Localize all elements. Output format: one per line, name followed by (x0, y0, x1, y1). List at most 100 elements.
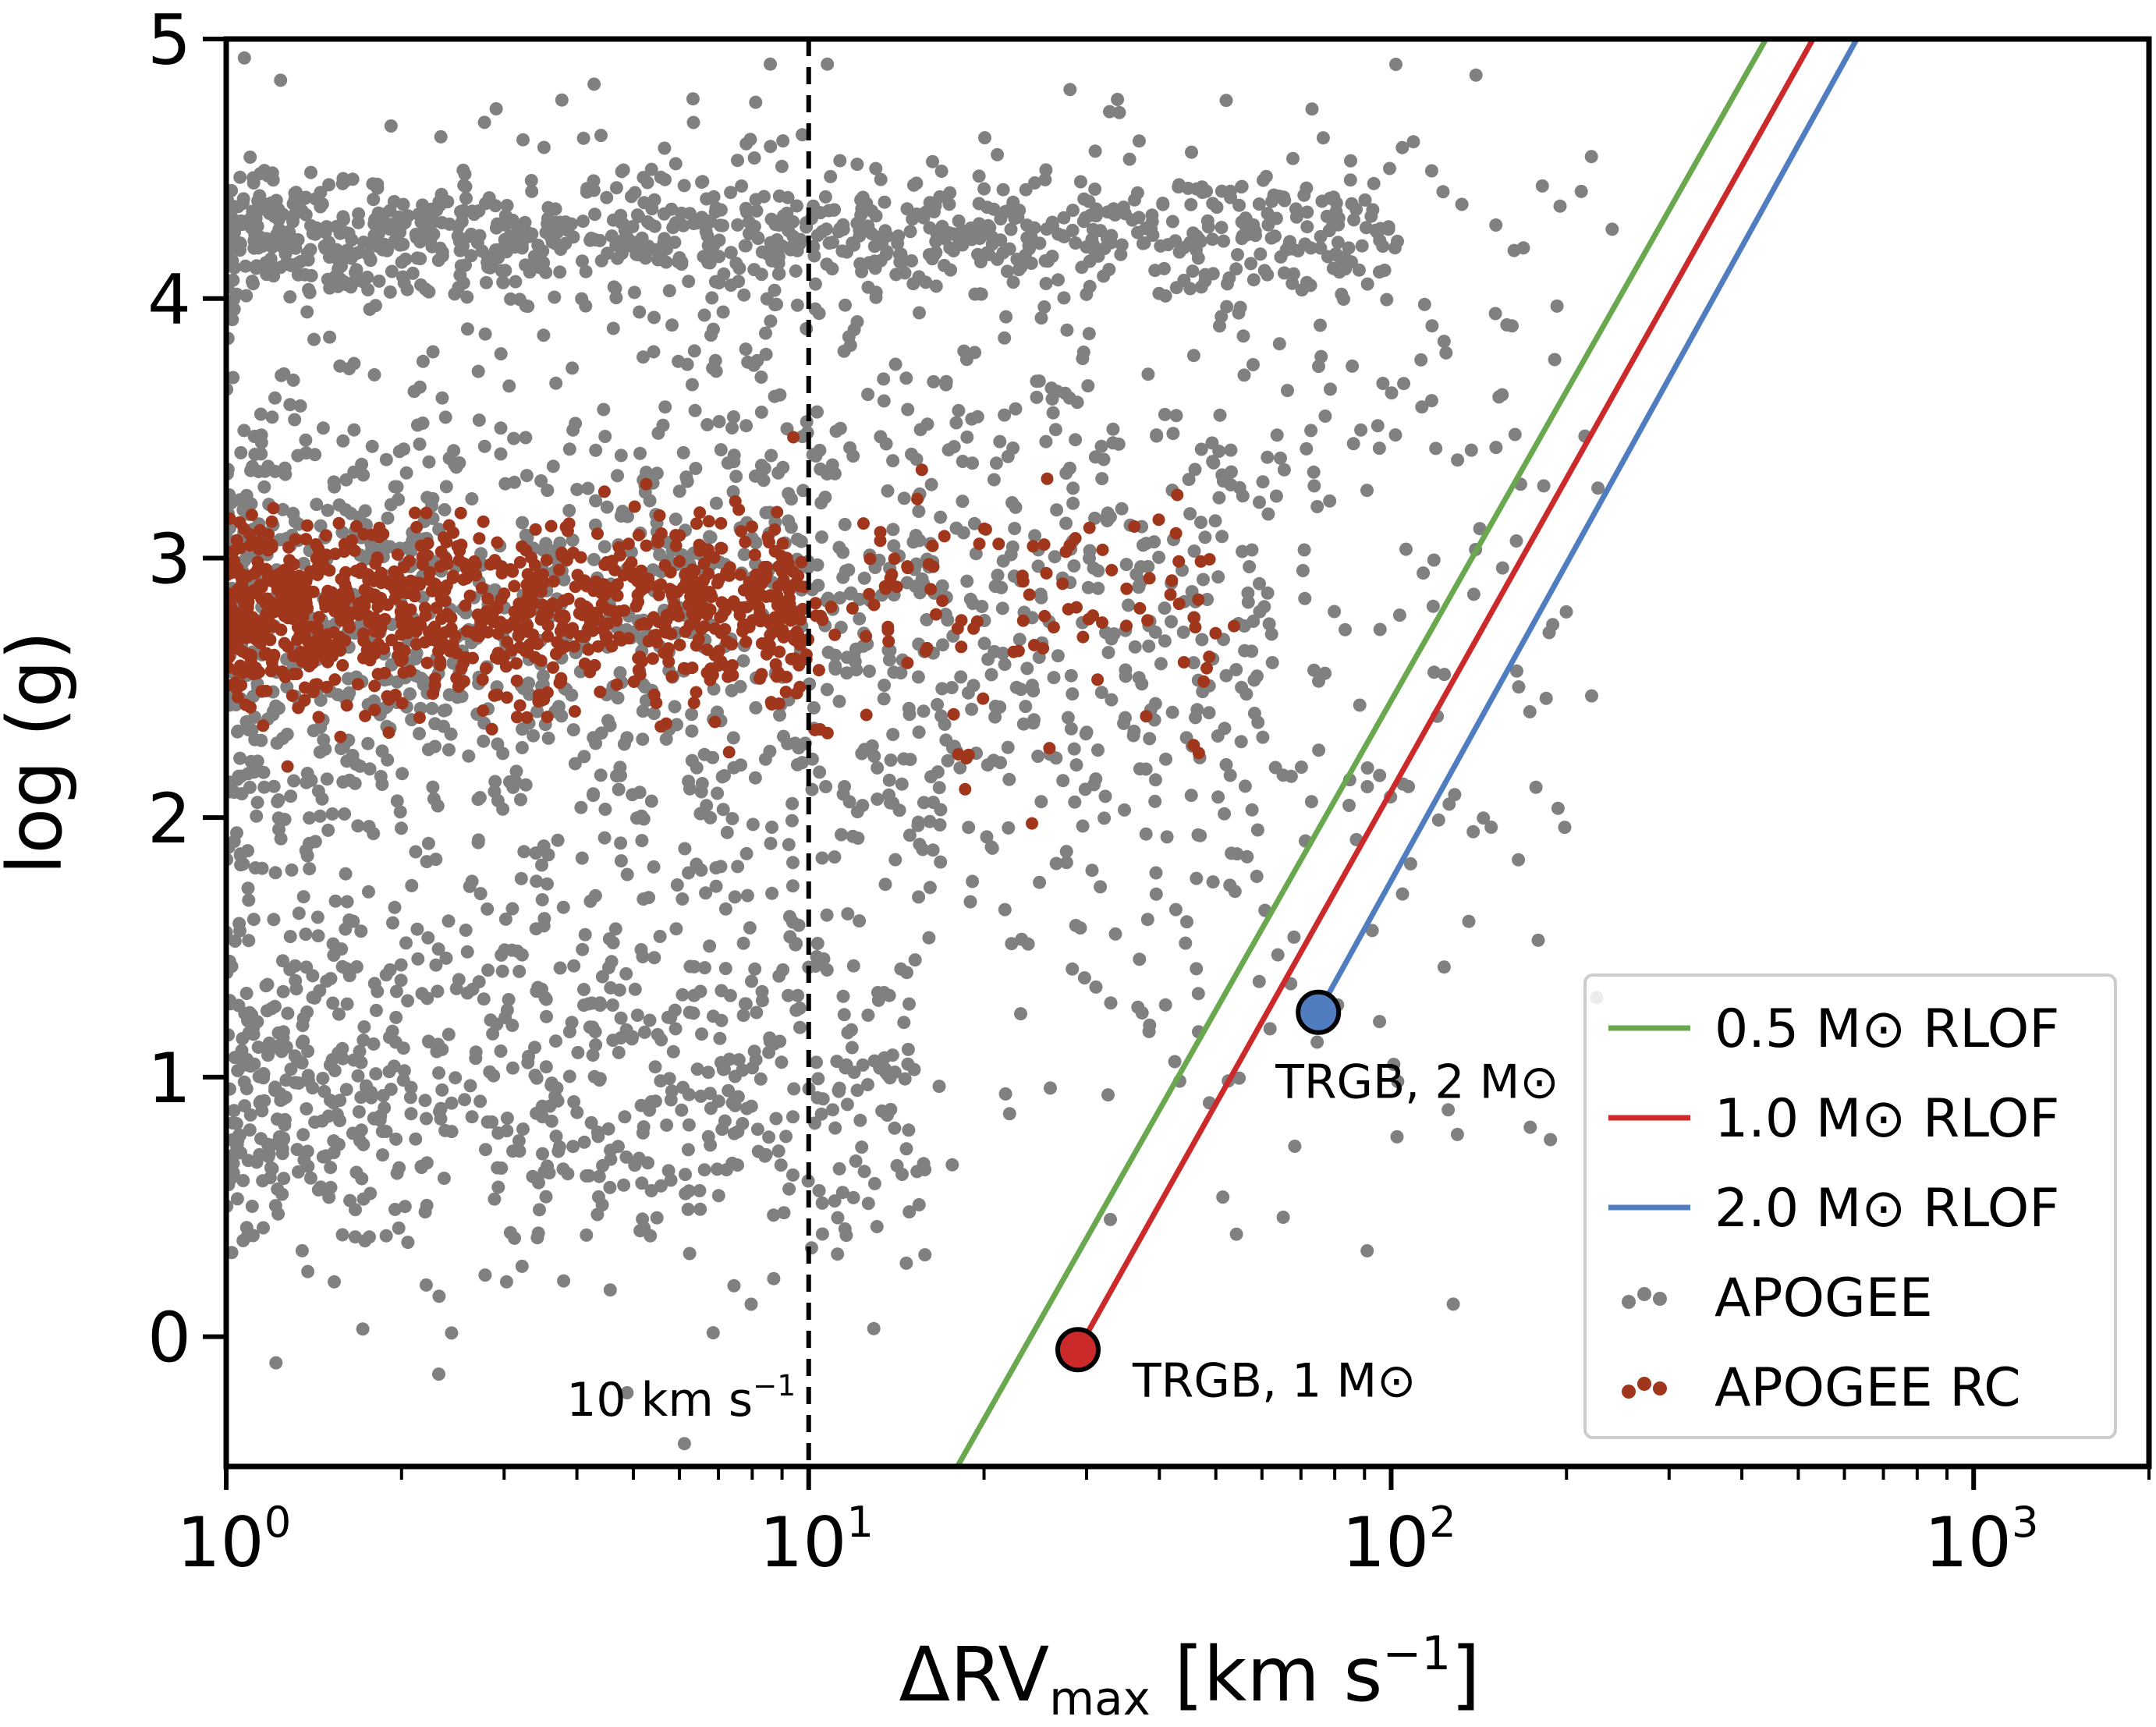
apogee-point (1489, 218, 1503, 232)
apogee-point (1215, 530, 1229, 544)
apogee-point (316, 1072, 330, 1085)
apogee-point (515, 741, 529, 754)
apogee-point (1489, 441, 1503, 455)
apogee-point (355, 1172, 369, 1186)
apogee-point (268, 391, 282, 405)
apogee-rc-point (517, 609, 530, 622)
apogee-point (1115, 238, 1129, 252)
apogee-point (716, 803, 730, 817)
apogee-point (598, 540, 612, 554)
apogee-point (489, 102, 503, 115)
apogee-rc-point (264, 665, 278, 678)
apogee-point (927, 374, 941, 388)
apogee-point (395, 821, 408, 835)
apogee-point (328, 249, 342, 263)
apogee-rc-point (739, 535, 752, 548)
apogee-rc-point (473, 629, 486, 643)
apogee-rc-point (718, 622, 732, 636)
apogee-point (1218, 807, 1232, 821)
apogee-point (1187, 544, 1201, 558)
apogee-rc-point (1189, 621, 1202, 634)
apogee-rc-point (1171, 488, 1184, 502)
apogee-point (949, 416, 963, 430)
apogee-point (708, 205, 722, 219)
apogee-point (264, 1138, 278, 1152)
apogee-point (790, 298, 804, 312)
apogee-point (226, 1246, 239, 1260)
apogee-point (1158, 407, 1172, 421)
apogee-point (861, 388, 875, 402)
apogee-point (636, 704, 650, 718)
apogee-rc-point (334, 730, 347, 743)
apogee-point (669, 922, 683, 936)
apogee-point (1261, 218, 1275, 232)
apogee-point (257, 1094, 271, 1108)
apogee-point (304, 268, 318, 282)
apogee-point (714, 443, 728, 457)
apogee-rc-point (733, 608, 746, 622)
apogee-point (902, 1205, 917, 1219)
apogee-point (509, 775, 523, 789)
apogee-rc-point (307, 585, 320, 598)
apogee-rc-point (651, 536, 665, 549)
y-tick-label-3: 3 (147, 519, 191, 599)
apogee-point (856, 799, 870, 813)
apogee-point (908, 953, 922, 967)
apogee-rc-point (491, 536, 504, 549)
apogee-point (379, 452, 393, 466)
apogee-point (708, 353, 722, 367)
apogee-point (764, 212, 778, 226)
apogee-point (1076, 352, 1090, 366)
apogee-rc-point (513, 555, 527, 569)
apogee-point (1294, 761, 1308, 774)
apogee-point (278, 813, 292, 826)
apogee-point (718, 1062, 731, 1076)
legend-label-1: 0.5 M⊙ RLOF (1715, 998, 2059, 1060)
apogee-point (314, 519, 328, 533)
apogee-point (1469, 68, 1483, 82)
apogee-rc-point (460, 625, 473, 638)
apogee-point (995, 580, 1009, 594)
apogee-point (877, 372, 891, 386)
apogee-point (1069, 236, 1083, 250)
apogee-rc-point (936, 594, 949, 608)
apogee-point (1143, 1018, 1157, 1032)
apogee-point (322, 178, 336, 192)
apogee-point (579, 299, 593, 313)
apogee-rc-point (359, 709, 372, 722)
apogee-rc-point (924, 583, 938, 596)
apogee-point (1441, 1103, 1456, 1117)
apogee-point (505, 902, 519, 916)
apogee-point (549, 1129, 563, 1144)
apogee-point (984, 668, 998, 682)
y-tick-label-0: 0 (147, 1298, 191, 1378)
apogee-rc-point (231, 583, 243, 597)
apogee-point (319, 1149, 333, 1163)
apogee-point (619, 1150, 633, 1164)
apogee-point (650, 1211, 664, 1225)
apogee-rc-point (1228, 619, 1240, 633)
apogee-point (1037, 300, 1051, 314)
apogee-rc-point (598, 578, 610, 591)
apogee-point (1019, 700, 1033, 714)
apogee-point (403, 1090, 417, 1105)
apogee-point (764, 449, 778, 463)
apogee-point (767, 1271, 781, 1285)
apogee-point (644, 1184, 658, 1197)
apogee-point (1346, 359, 1360, 373)
apogee-point (785, 814, 799, 828)
apogee-point (688, 403, 702, 417)
apogee-point (277, 1172, 291, 1186)
apogee-rc-point (261, 567, 275, 580)
apogee-point (782, 487, 796, 501)
apogee-point (775, 159, 789, 173)
apogee-point (637, 892, 651, 906)
apogee-point (774, 1158, 788, 1172)
apogee-rc-point (318, 597, 332, 610)
apogee-rc-point (863, 587, 876, 601)
apogee-point (555, 709, 569, 723)
apogee-point (750, 1005, 764, 1020)
apogee-point (382, 1065, 396, 1079)
apogee-point (687, 344, 701, 358)
apogee-point (1193, 828, 1207, 842)
